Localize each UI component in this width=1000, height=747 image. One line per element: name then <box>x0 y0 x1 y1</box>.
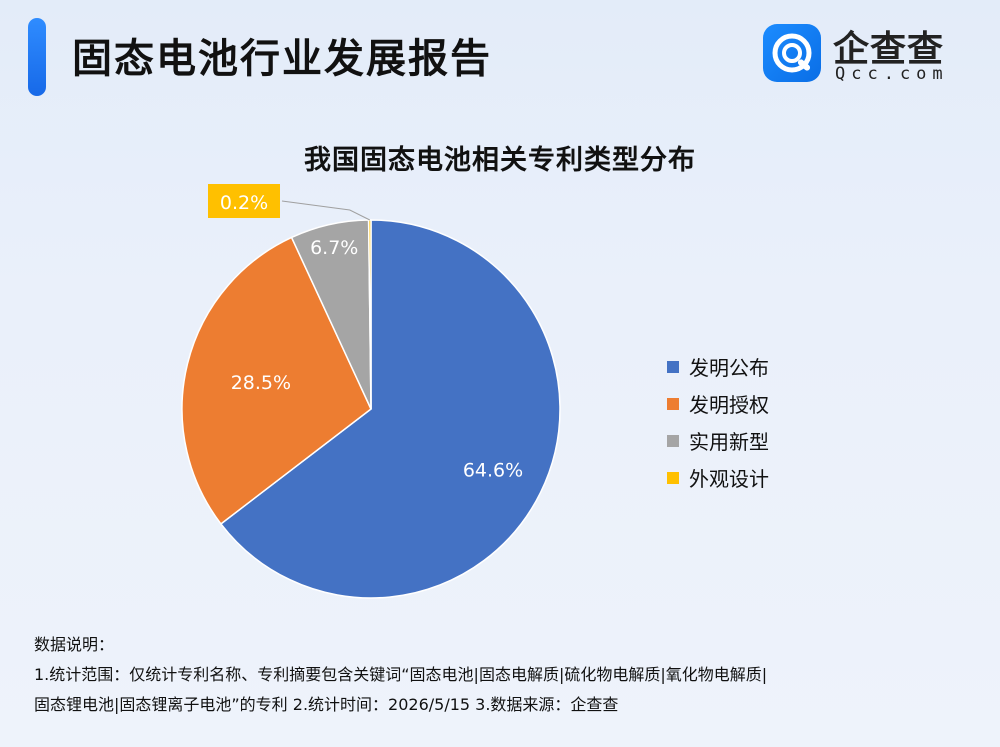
legend-item: 实用新型 <box>667 422 769 459</box>
callout-leader-line <box>281 200 371 221</box>
chart-legend: 发明公布 发明授权 实用新型 外观设计 <box>667 348 769 496</box>
qcc-logo: 企查查 Qcc.com <box>763 22 973 86</box>
logo-chinese-text: 企查查 <box>833 29 945 70</box>
notes-line-1: 1.统计范围：仅统计专利名称、专利摘要包含关键词“固态电池|固态电解质|硫化物电… <box>34 665 768 684</box>
notes-line-2: 固态锂电池|固态锂离子电池”的专利 2.统计时间：2026/5/15 3.数据来… <box>34 695 619 714</box>
page-title: 固态电池行业发展报告 <box>72 36 492 82</box>
chart-title: 我国固态电池相关专利类型分布 <box>304 145 696 176</box>
legend-swatch <box>667 360 679 373</box>
legend-item: 外观设计 <box>667 459 769 496</box>
notes-heading: 数据说明： <box>34 635 115 654</box>
slice-data-label: 0.2% <box>220 192 268 214</box>
legend-swatch <box>667 397 679 410</box>
title-accent-bar <box>28 18 46 96</box>
callout-label-box <box>208 184 280 218</box>
qcc-logo-icon <box>763 24 821 82</box>
legend-swatch <box>667 471 679 484</box>
slice-data-label: 64.6% <box>463 459 523 481</box>
legend-label: 外观设计 <box>689 467 769 491</box>
legend-label: 发明授权 <box>689 393 769 417</box>
legend-item: 发明公布 <box>667 348 769 385</box>
pie-slice-1 <box>181 236 372 525</box>
slice-data-label: 28.5% <box>231 372 291 394</box>
legend-item: 发明授权 <box>667 385 769 422</box>
data-notes: 数据说明： 1.统计范围：仅统计专利名称、专利摘要包含关键词“固态电池|固态电解… <box>34 630 767 720</box>
legend-swatch <box>667 434 679 447</box>
legend-label: 实用新型 <box>689 430 769 454</box>
legend-label: 发明公布 <box>689 356 769 380</box>
slice-data-label: 6.7% <box>310 237 358 259</box>
logo-english-text: Qcc.com <box>835 64 949 84</box>
pie-slice-0 <box>219 219 561 599</box>
